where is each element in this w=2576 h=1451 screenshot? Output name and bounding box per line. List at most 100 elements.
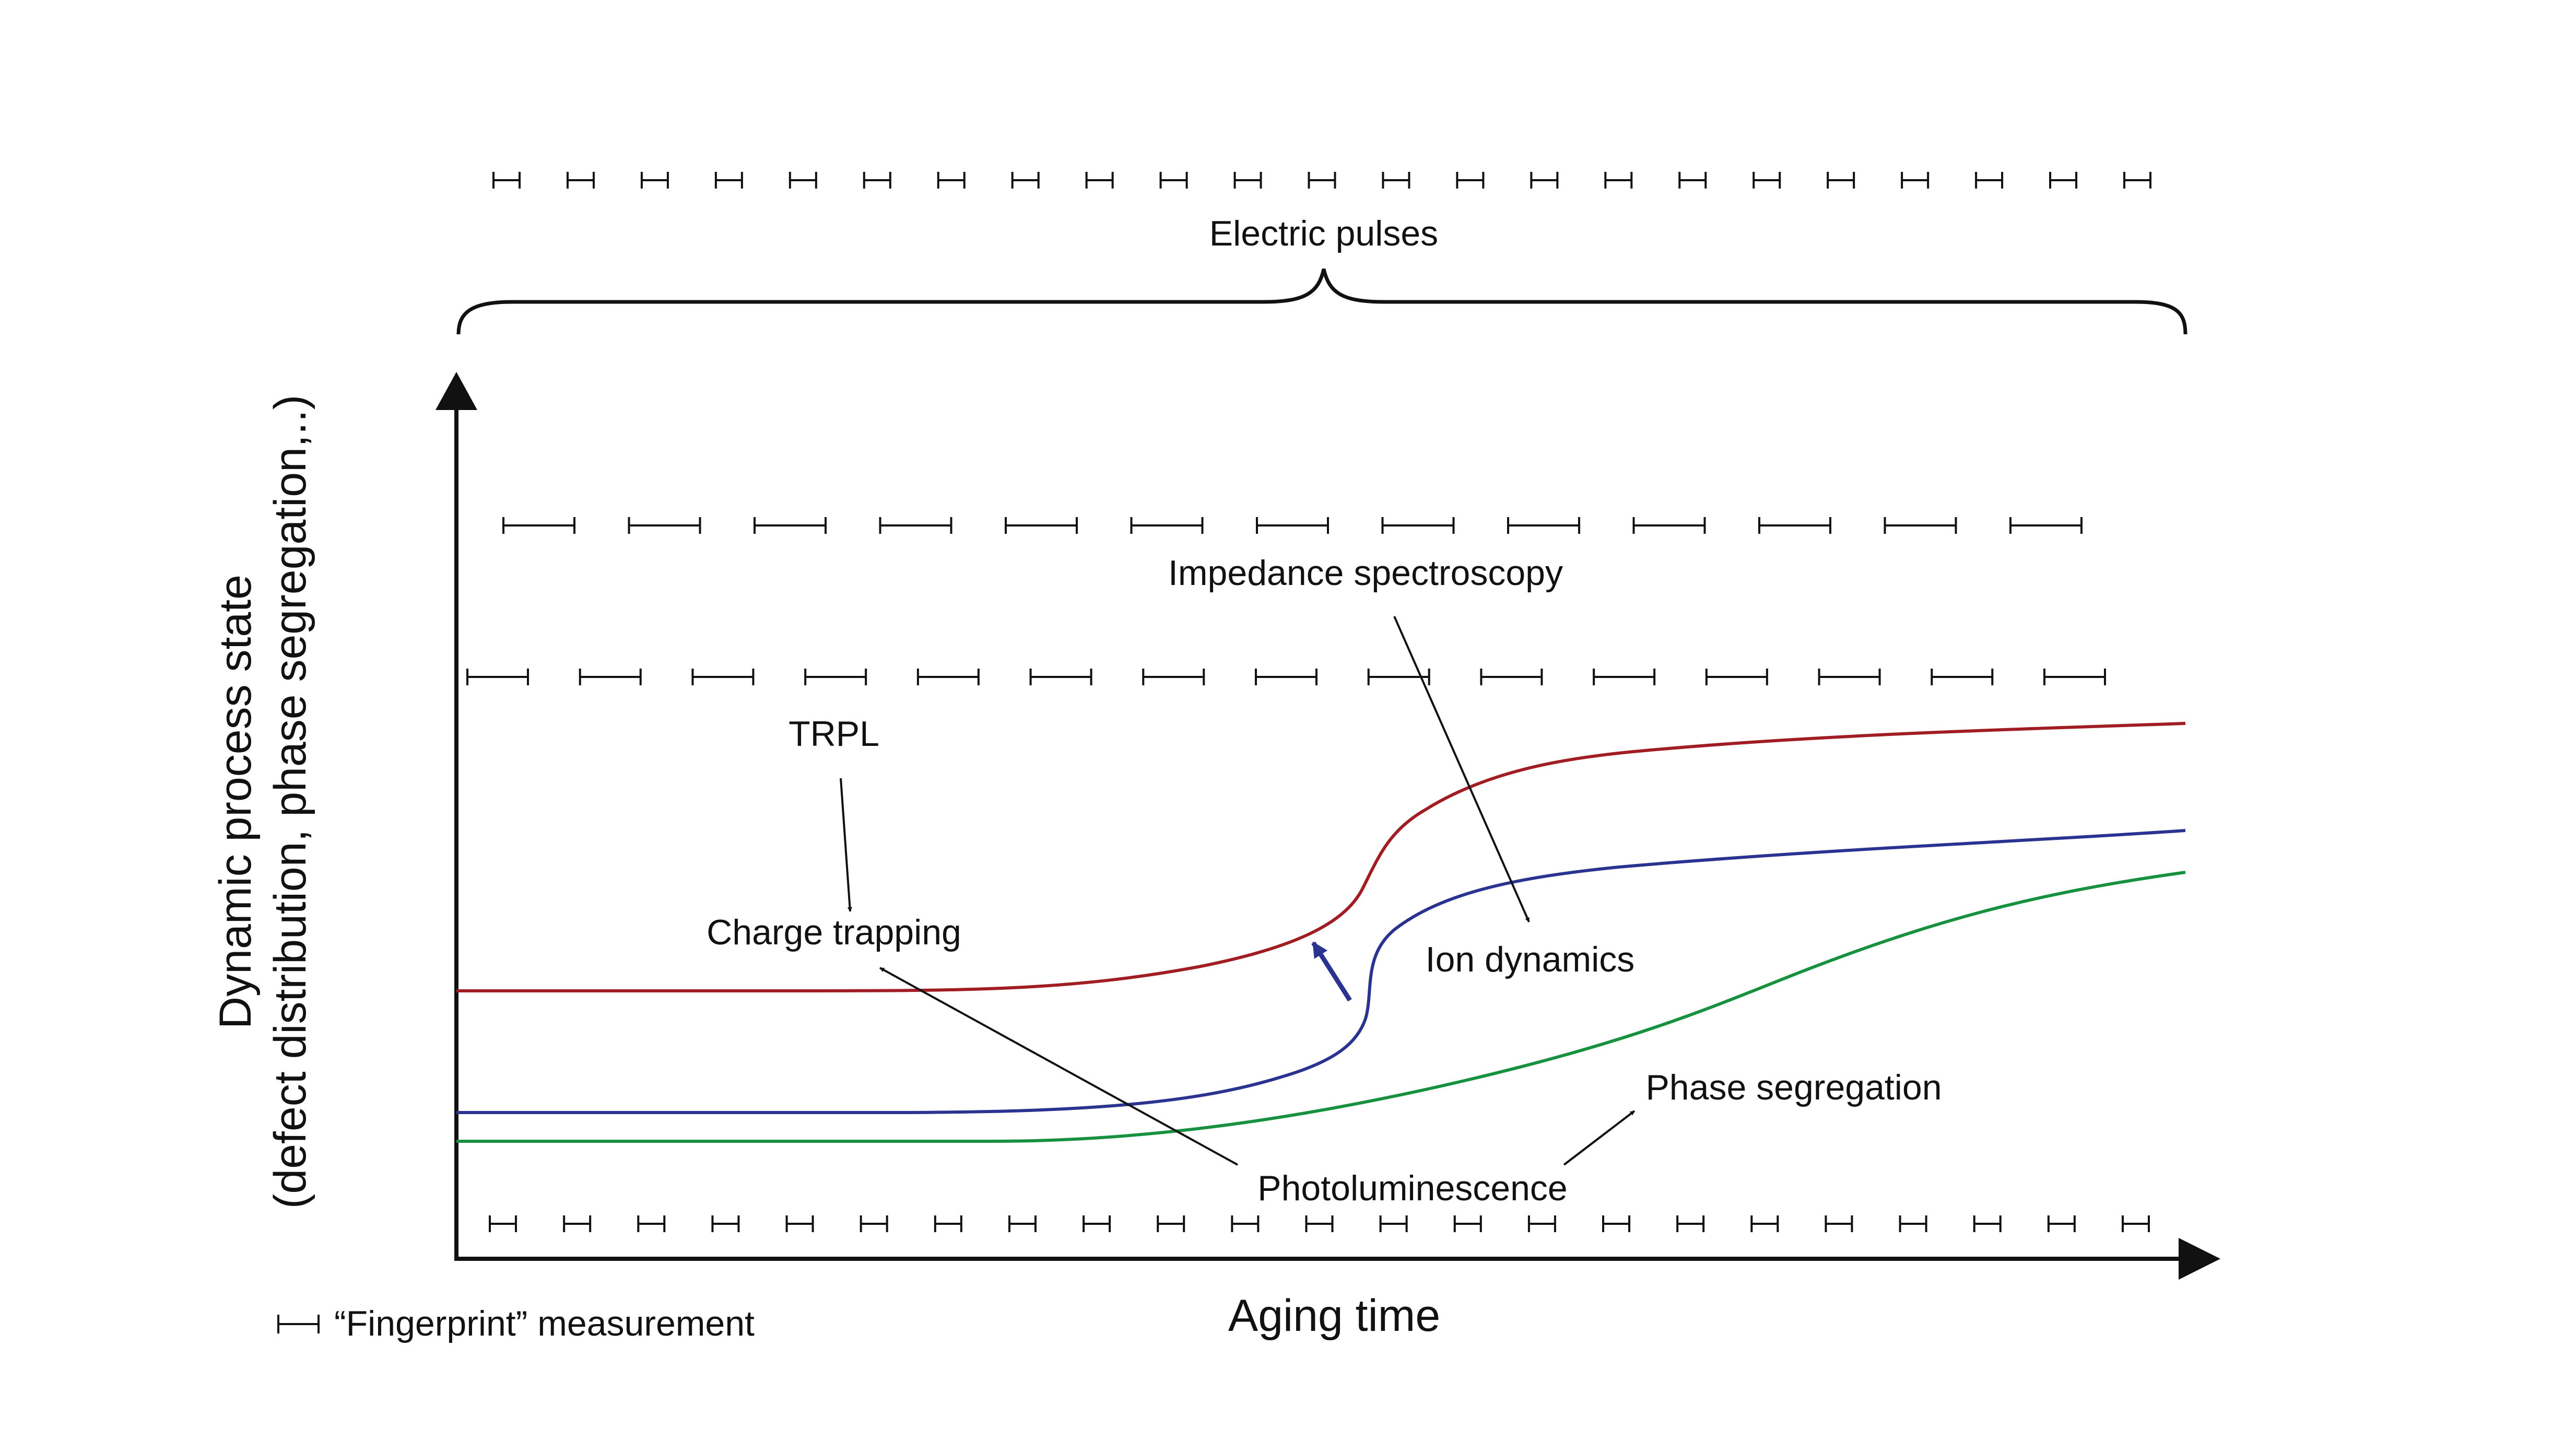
- photoluminescence-arrow-to-charge: [879, 967, 1238, 1166]
- trpl-measurement-mark: [2043, 669, 2106, 685]
- trpl-measurement-mark: [1142, 669, 1205, 685]
- electric-pulse-mark: [863, 172, 891, 189]
- electric-pulses-brace: [456, 268, 2187, 335]
- x-axis-arrowhead: [2179, 1238, 2220, 1280]
- electric-pulse-mark: [1159, 172, 1188, 189]
- fingerprint-measurement-mark: [1305, 1215, 1334, 1232]
- y-axis-arrowhead: [436, 372, 477, 410]
- y-axis-label-line1: Dynamic process state: [210, 575, 261, 1029]
- trpl-arrow: [840, 778, 852, 912]
- impedance-spectroscopy-label: Impedance spectroscopy: [1168, 553, 1563, 593]
- trpl-measurement-mark: [1029, 669, 1092, 685]
- photoluminescence-arrow-to-phase: [1563, 1110, 1636, 1166]
- trpl-measurement-mark: [1705, 669, 1768, 685]
- photoluminescence-measurement-row: [489, 1215, 2150, 1232]
- fingerprint-measurement-mark: [489, 1215, 517, 1232]
- ion-dynamics-curve: [456, 829, 2186, 1114]
- y-axis-label: Dynamic process state (defect distributi…: [210, 395, 315, 1209]
- electric-pulse-mark: [640, 172, 669, 189]
- fingerprint-measurement-mark: [1825, 1215, 1853, 1232]
- impedance-arrow: [1393, 616, 1530, 922]
- electric-pulse-mark: [2123, 172, 2151, 189]
- fingerprint-measurement-mark: [711, 1215, 740, 1232]
- impedance-measurement-mark: [754, 517, 827, 534]
- impedance-measurement-mark: [1507, 517, 1580, 534]
- fingerprint-measurement-mark: [934, 1215, 962, 1232]
- trpl-measurement-mark: [916, 669, 980, 685]
- fingerprint-measurement-mark: [2047, 1215, 2076, 1232]
- fingerprint-measurement-mark: [1379, 1215, 1408, 1232]
- phase-segregation-curve: [456, 871, 2186, 1143]
- electric-pulse-mark: [1382, 172, 1410, 189]
- ion-dynamics-step-arrow: [1311, 941, 1352, 1002]
- fingerprint-measurement-mark: [1008, 1215, 1037, 1232]
- electric-pulse-mark: [937, 172, 966, 189]
- y-axis-label-line2: (defect distribution, phase segregation,…: [265, 395, 315, 1209]
- fingerprint-measurement-mark: [637, 1215, 666, 1232]
- electric-pulse-mark: [1308, 172, 1336, 189]
- fingerprint-measurement-mark: [860, 1215, 888, 1232]
- trpl-label: TRPL: [789, 714, 879, 754]
- fingerprint-measurement-mark: [1899, 1215, 1927, 1232]
- trpl-measurement-mark: [1367, 669, 1430, 685]
- impedance-measurement-mark: [1632, 517, 1706, 534]
- fingerprint-measurement-mark: [1750, 1215, 1779, 1232]
- impedance-measurement-mark: [1758, 517, 1831, 534]
- impedance-measurement-mark: [879, 517, 952, 534]
- impedance-measurement-mark: [1130, 517, 1204, 534]
- photoluminescence-label: Photoluminescence: [1257, 1168, 1567, 1208]
- charge-trapping-label: Charge trapping: [707, 912, 961, 952]
- electric-pulse-mark: [1901, 172, 1930, 189]
- electric-pulse-mark: [1678, 172, 1707, 189]
- impedance-measurement-mark: [1381, 517, 1455, 534]
- fingerprint-measurement-mark: [1157, 1215, 1185, 1232]
- electric-pulse-mark: [1456, 172, 1485, 189]
- impedance-measurement-mark: [502, 517, 575, 534]
- electric-pulse-mark: [2049, 172, 2078, 189]
- electric-pulse-mark: [1011, 172, 1040, 189]
- fingerprint-measurement-mark: [785, 1215, 814, 1232]
- fingerprint-measurement-mark: [1973, 1215, 2002, 1232]
- electric-pulse-mark: [1085, 172, 1114, 189]
- electric-pulse-mark: [789, 172, 817, 189]
- electric-pulse-mark: [1233, 172, 1262, 189]
- impedance-measurement-mark: [1256, 517, 1329, 534]
- ion-dynamics-label: Ion dynamics: [1426, 940, 1635, 979]
- legend: “Fingerprint” measurement: [277, 1304, 755, 1343]
- electric-pulse-mark: [1752, 172, 1781, 189]
- electric-pulse-mark: [492, 172, 521, 189]
- trpl-measurement-mark: [1255, 669, 1318, 685]
- fingerprint-measurement-mark: [1453, 1215, 1482, 1232]
- trpl-measurement-mark: [466, 669, 529, 685]
- axes: [436, 372, 2220, 1280]
- electric-pulses-label: Electric pulses: [1209, 214, 1438, 253]
- fingerprint-measurement-mark: [1231, 1215, 1260, 1232]
- electric-pulses-measurement-row: [492, 172, 2151, 189]
- fingerprint-measurement-mark: [1676, 1215, 1705, 1232]
- trpl-measurement-mark: [579, 669, 642, 685]
- charge-trapping-curve: [456, 722, 2186, 992]
- fingerprint-measurement-mark: [1602, 1215, 1631, 1232]
- impedance-measurement-row: [502, 517, 2083, 534]
- electric-pulse-mark: [1604, 172, 1633, 189]
- legend-fingerprint-icon: [277, 1315, 320, 1333]
- x-axis-label: Aging time: [1228, 1291, 1440, 1341]
- fingerprint-measurement-mark: [1083, 1215, 1111, 1232]
- fingerprint-measurement-mark: [2122, 1215, 2150, 1232]
- fingerprint-measurement-mark: [563, 1215, 592, 1232]
- trpl-measurement-row: [466, 669, 2106, 685]
- fingerprint-measurement-mark: [1527, 1215, 1556, 1232]
- trpl-measurement-mark: [804, 669, 867, 685]
- trpl-measurement-mark: [1931, 669, 1994, 685]
- legend-label: “Fingerprint” measurement: [334, 1304, 755, 1343]
- electric-pulse-mark: [1530, 172, 1559, 189]
- impedance-measurement-mark: [1005, 517, 1078, 534]
- impedance-measurement-mark: [628, 517, 701, 534]
- impedance-measurement-mark: [2009, 517, 2083, 534]
- trpl-measurement-mark: [691, 669, 755, 685]
- electric-pulse-mark: [1827, 172, 1855, 189]
- electric-pulse-mark: [1975, 172, 2004, 189]
- trpl-measurement-mark: [1480, 669, 1543, 685]
- trpl-measurement-mark: [1818, 669, 1881, 685]
